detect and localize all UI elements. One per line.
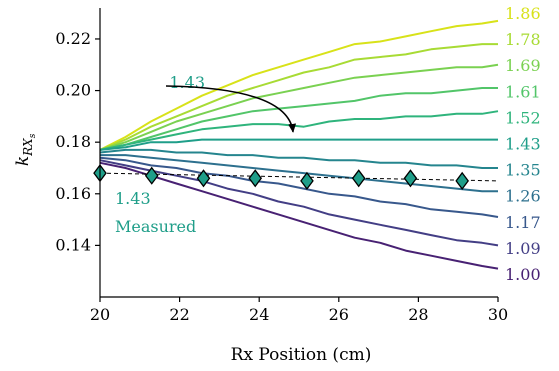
x-tick-label: 30 <box>488 305 508 324</box>
series-line-1-35 <box>99 148 498 169</box>
series-line-1-69 <box>99 63 499 151</box>
measured-point <box>300 171 314 190</box>
series-label-1-61: 1.61 <box>505 82 541 101</box>
series-line-1-17 <box>99 156 499 218</box>
measured-point <box>144 166 159 185</box>
labels: Rx Position (cm) kRXs 1.86 1.78 1.69 1.61 1.52… <box>13 4 541 365</box>
measured-point <box>351 169 366 188</box>
annotation-label: 1.43 <box>169 73 205 92</box>
y-axis-label: kRXs <box>13 133 38 166</box>
measured-point <box>248 169 263 188</box>
series-label-1-69: 1.69 <box>505 56 541 75</box>
x-tick-label: 28 <box>408 305 428 324</box>
series-label-1-78: 1.78 <box>505 30 541 49</box>
series-label-1-52: 1.52 <box>505 108 541 127</box>
y-tick-label: 0.14 <box>55 235 91 254</box>
series-line-1-86 <box>99 19 499 151</box>
x-axis-label: Rx Position (cm) <box>231 345 372 365</box>
y-axis-label-text: kRXs <box>13 133 38 166</box>
series-line-1-00 <box>99 161 499 270</box>
x-tick-label: 20 <box>90 305 110 324</box>
series-label-1-17: 1.17 <box>505 213 541 232</box>
y-tick-label: 0.22 <box>55 29 91 48</box>
series-line-1-26 <box>100 154 498 193</box>
measured-point <box>455 171 469 190</box>
measured-fit-line <box>99 172 499 182</box>
series-label-1-00: 1.00 <box>505 265 541 284</box>
x-tick-label: 24 <box>249 305 269 324</box>
series-line-1-78 <box>99 43 498 151</box>
y-tick-label: 0.18 <box>55 132 91 151</box>
axes: 20 22 24 26 28 30 0.14 0.16 0.18 0.20 0.22 <box>55 8 508 324</box>
series-line-1-09 <box>99 159 499 247</box>
series-label-1-09: 1.09 <box>505 239 541 258</box>
measured-point <box>196 169 211 188</box>
series-label-1-43: 1.43 <box>505 135 541 154</box>
measured-value-label: 1.43 <box>115 189 151 208</box>
measured-point <box>403 169 418 188</box>
series-line-1-61 <box>99 87 498 151</box>
y-tick-label: 0.16 <box>55 184 91 203</box>
x-tick-label: 26 <box>329 305 349 324</box>
series-label-1-35: 1.35 <box>505 161 541 180</box>
x-tick-label: 22 <box>169 305 189 324</box>
y-tick-label: 0.20 <box>55 81 91 100</box>
annotation-arrow <box>165 85 297 133</box>
series-label-1-86: 1.86 <box>505 4 541 23</box>
measured-label: Measured <box>115 217 196 236</box>
series-label-1-26: 1.26 <box>505 187 541 206</box>
series-line-1-52 <box>99 110 499 151</box>
series-line-1-43 <box>99 138 498 151</box>
plot-area <box>93 19 499 270</box>
